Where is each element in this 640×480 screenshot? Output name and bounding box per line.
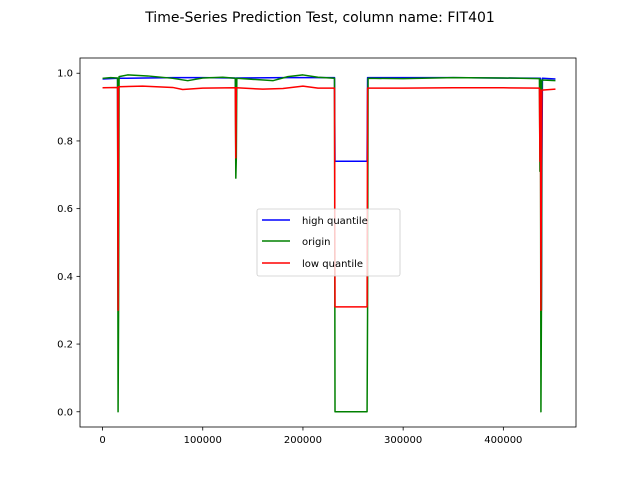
y-tick-label: 0.8 [57, 136, 73, 147]
x-tick-label: 0 [99, 435, 105, 446]
x-tick-label: 100000 [184, 435, 222, 446]
plot-area: 0 100000 200000 300000 400000 0.00.20.40.60.… [57, 57, 577, 446]
legend-label-high-quantile: high quantile [302, 216, 368, 227]
y-tick-label: 0.4 [57, 272, 73, 283]
series-layer [102, 74, 556, 413]
y-tick-label: 1.0 [57, 69, 73, 80]
axes-frame [79, 57, 577, 428]
chart-title: Time-Series Prediction Test, column name… [144, 10, 495, 26]
y-tick-label: 0.6 [57, 204, 73, 215]
x-tick-label: 200000 [284, 435, 322, 446]
legend-label-origin: origin [302, 237, 330, 248]
x-tick-label: 300000 [384, 435, 422, 446]
y-tick-label: 0.0 [57, 407, 73, 418]
legend: high quantile origin low quantile [256, 208, 401, 277]
x-tick-label: 400000 [484, 435, 522, 446]
y-axis: 0.0 0.2 0.4 0.6 0.8 1.0 [57, 69, 80, 418]
legend-label-low-quantile: low quantile [302, 259, 363, 270]
series-line-low-quantile [102, 85, 556, 311]
x-axis: 0 100000 200000 300000 400000 [99, 427, 522, 446]
legend-box [256, 208, 401, 277]
y-tick-label: 0.2 [57, 340, 73, 351]
